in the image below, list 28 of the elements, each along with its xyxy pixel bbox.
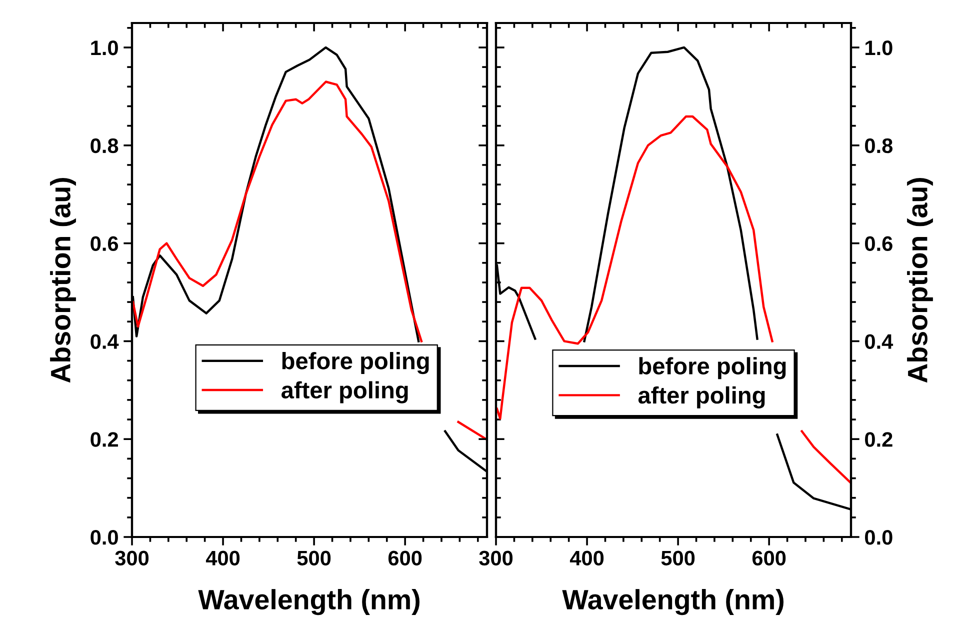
- y2-tick-label: 1.0: [866, 40, 892, 56]
- x-tick-label: 600: [388, 550, 422, 566]
- x-tick-label: 400: [206, 550, 240, 566]
- y-axis-title: Absorption (au): [50, 178, 76, 383]
- x-tick-label: 500: [297, 550, 331, 566]
- y-tick-label: 0.6: [90, 236, 118, 252]
- y2-tick-label: 0.8: [865, 138, 893, 154]
- x-tick-label: 300: [115, 550, 149, 566]
- y2-tick-label: 0.4: [865, 334, 894, 349]
- x-tick-label: 500: [661, 550, 695, 566]
- y-tick-label: 0.0: [90, 530, 118, 545]
- x-tick-label: 400: [570, 550, 604, 566]
- legend-label: before poling: [639, 357, 786, 380]
- y-tick-label: 0.2: [90, 432, 118, 447]
- x-tick-label: 300: [479, 550, 513, 566]
- y-tick-label: 0.8: [90, 138, 118, 154]
- y2-tick-label: 0.6: [865, 236, 892, 252]
- legend-label: before poling: [282, 352, 429, 374]
- y-tick-label: 1.0: [91, 40, 118, 56]
- legend-label: after poling: [638, 386, 765, 408]
- y2-tick-label: 0.2: [865, 432, 892, 447]
- y-tick-label: 0.4: [90, 334, 119, 349]
- y2-tick-label: 0.0: [865, 530, 892, 545]
- x-tick-label: 600: [752, 550, 786, 566]
- x-axis-title: Wavelength (nm): [198, 589, 420, 616]
- y2-axis-title: Absorption (au): [907, 178, 933, 383]
- x-axis-title: Wavelength (nm): [562, 589, 784, 616]
- legend-label: after poling: [281, 381, 408, 404]
